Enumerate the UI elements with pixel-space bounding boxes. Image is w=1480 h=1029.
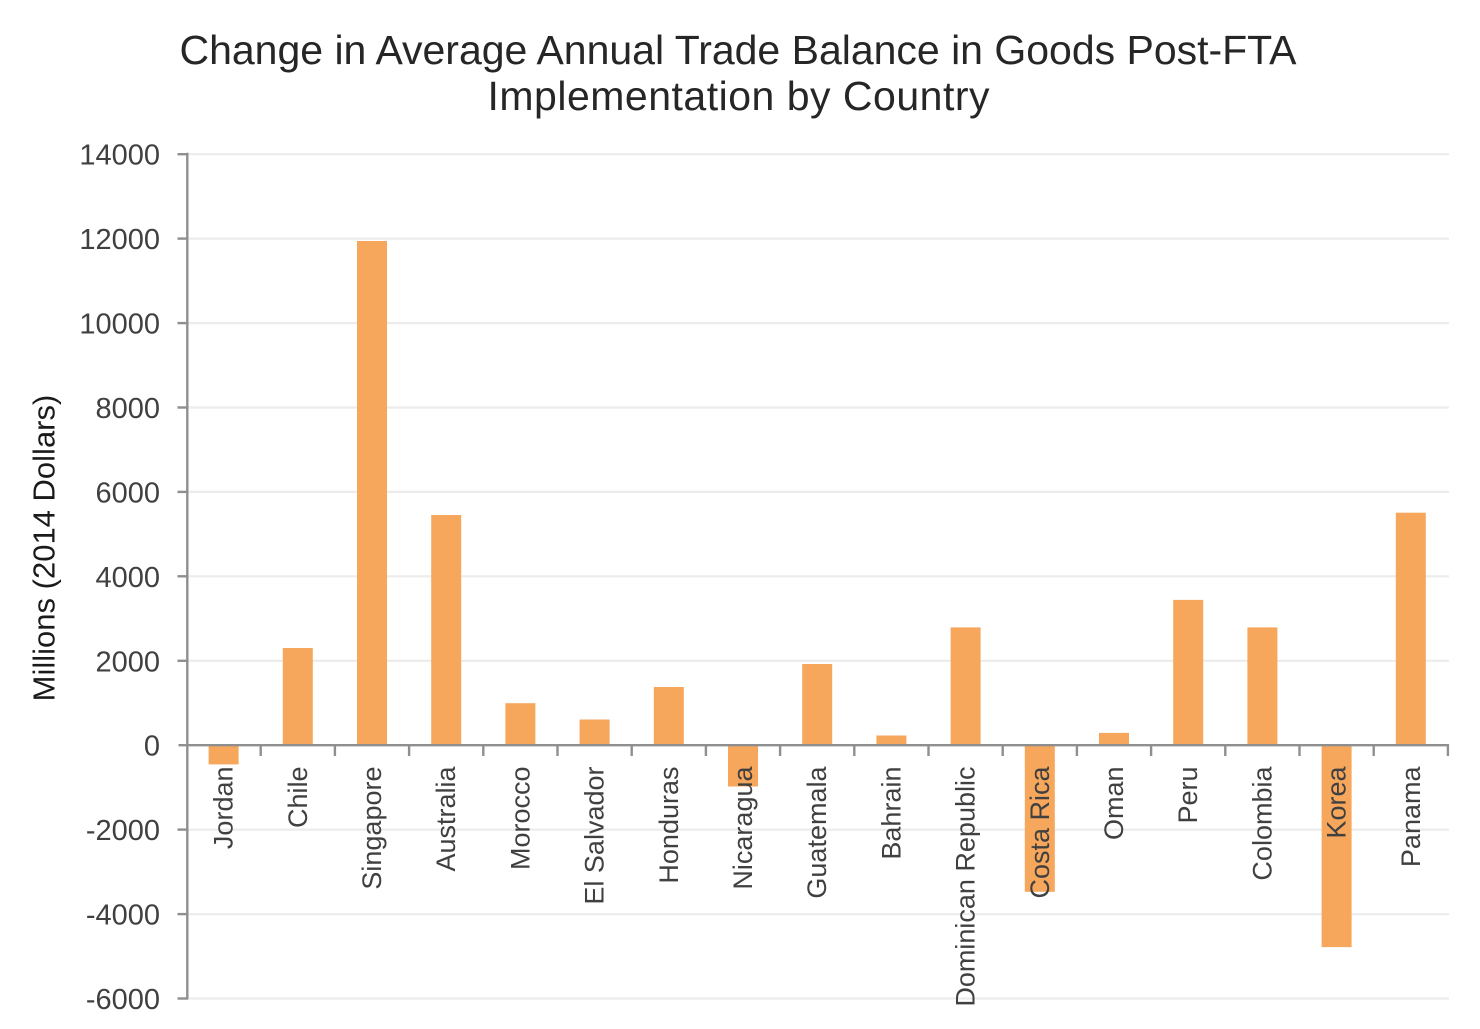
svg-text:10000: 10000 xyxy=(79,309,160,341)
svg-text:Millions (2014 Dollars): Millions (2014 Dollars) xyxy=(27,395,62,702)
svg-text:Australia: Australia xyxy=(431,766,461,872)
svg-text:Bahrain: Bahrain xyxy=(876,767,906,860)
svg-text:Guatemala: Guatemala xyxy=(802,766,832,899)
svg-text:Singapore: Singapore xyxy=(357,767,387,890)
svg-text:Oman: Oman xyxy=(1099,767,1129,841)
svg-text:Nicaragua: Nicaragua xyxy=(728,766,758,890)
svg-text:El Salvador: El Salvador xyxy=(580,766,610,904)
svg-text:-6000: -6000 xyxy=(86,984,160,1016)
svg-text:Morocco: Morocco xyxy=(505,767,535,871)
svg-text:Peru: Peru xyxy=(1173,767,1203,824)
svg-text:14000: 14000 xyxy=(79,140,160,172)
svg-text:Korea: Korea xyxy=(1322,766,1352,839)
svg-text:Implementation by Country: Implementation by Country xyxy=(488,73,991,119)
svg-text:8000: 8000 xyxy=(95,393,160,425)
svg-text:Costa Rica: Costa Rica xyxy=(1025,766,1055,899)
svg-text:Panama: Panama xyxy=(1396,766,1426,868)
svg-text:Change in Average Annual Trade: Change in Average Annual Trade Balance i… xyxy=(180,27,1298,73)
svg-text:Colombia: Colombia xyxy=(1247,766,1277,881)
svg-text:6000: 6000 xyxy=(95,477,160,509)
svg-text:4000: 4000 xyxy=(95,562,160,594)
svg-text:-2000: -2000 xyxy=(86,815,160,847)
svg-text:Chile: Chile xyxy=(283,767,313,829)
svg-text:0: 0 xyxy=(144,731,160,763)
svg-text:Jordan: Jordan xyxy=(209,767,239,850)
svg-text:12000: 12000 xyxy=(79,224,160,256)
svg-text:Honduras: Honduras xyxy=(654,767,684,884)
svg-text:-4000: -4000 xyxy=(86,900,160,932)
svg-text:2000: 2000 xyxy=(95,646,160,678)
svg-text:Dominican Republic: Dominican Republic xyxy=(951,767,981,1007)
